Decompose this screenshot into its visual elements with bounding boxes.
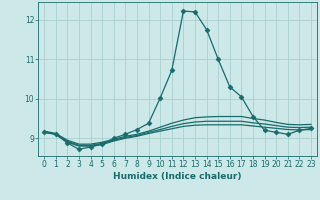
X-axis label: Humidex (Indice chaleur): Humidex (Indice chaleur): [113, 172, 242, 181]
